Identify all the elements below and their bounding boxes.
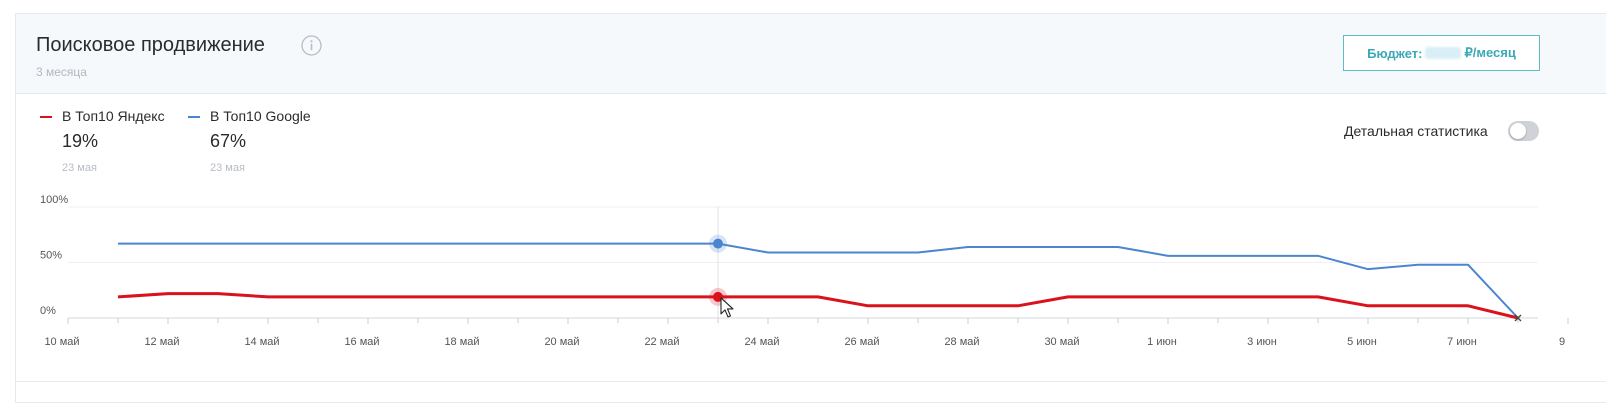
info-icon[interactable]	[301, 35, 322, 56]
budget-unit: ₽/месяц	[1464, 45, 1516, 60]
legend-yandex-value: 19%	[62, 131, 99, 151]
search-promotion-card: Поисковое продвижение 3 месяца Бюджет: ₽…	[15, 13, 1606, 403]
legend-yandex-date: 23 мая	[62, 162, 97, 174]
budget-amount-redacted	[1425, 47, 1462, 59]
divider	[16, 381, 1606, 382]
period-subtitle: 3 месяца	[36, 65, 87, 79]
legend-google-name: В Топ10 Google	[210, 108, 311, 124]
legend-yandex-name: В Топ10 Яндекс	[62, 108, 165, 124]
detail-stats-label: Детальная статистика	[1344, 123, 1488, 139]
card-title: Поисковое продвижение	[36, 34, 265, 56]
budget-button[interactable]: Бюджет: ₽/месяц	[1343, 35, 1540, 71]
toggle-knob	[1510, 123, 1526, 139]
detail-stats-toggle[interactable]	[1508, 121, 1539, 141]
budget-label: Бюджет:	[1367, 45, 1423, 61]
legend-google-date: 23 мая	[210, 162, 245, 174]
legend-google-value: 67%	[210, 131, 247, 151]
card-header: Поисковое продвижение 3 месяца Бюджет: ₽…	[16, 14, 1606, 94]
legend-yandex-swatch	[40, 116, 52, 118]
legend-google-swatch	[188, 116, 200, 118]
